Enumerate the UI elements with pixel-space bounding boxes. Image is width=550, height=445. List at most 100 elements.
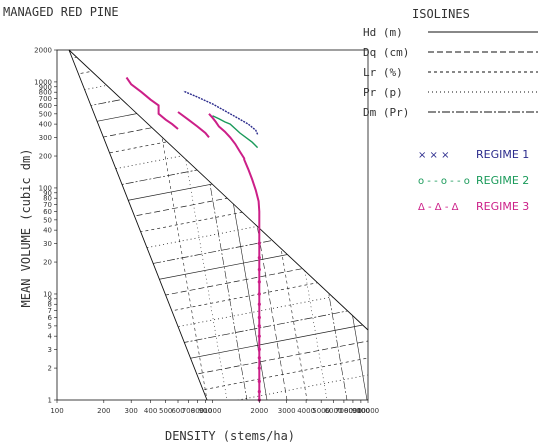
isoline-legend-label: Pr (p) — [363, 86, 403, 99]
series-1 — [183, 90, 259, 135]
series-point — [257, 379, 261, 383]
y-tick-label: 1 — [48, 397, 52, 405]
regime-legend-label: REGIME 3 — [476, 200, 529, 213]
series-point — [257, 334, 261, 338]
y-tick-label: 3 — [48, 346, 52, 354]
regime-legend-marker: × × × — [418, 150, 450, 161]
series-point — [257, 267, 261, 272]
plot-area — [56, 49, 447, 402]
y-tick-label: 60 — [43, 208, 52, 216]
isoline — [69, 102, 368, 164]
y-tick-label: 200 — [39, 153, 52, 161]
isoline — [346, 50, 368, 400]
isoline — [69, 50, 368, 96]
regime-legend-label: REGIME 1 — [476, 148, 529, 161]
chart-title: MANAGED RED PINE — [3, 5, 119, 19]
isoline — [69, 68, 368, 130]
isoline — [69, 187, 368, 249]
isoline-legend-label: Lr (%) — [363, 66, 403, 79]
isoline-legend-label: Dm (Pr) — [363, 106, 409, 119]
y-tick-label: 500 — [39, 110, 52, 118]
y-tick-label: 2000 — [34, 47, 52, 55]
y-tick-label: 10 — [43, 290, 52, 298]
isoline — [69, 170, 368, 232]
series-point — [257, 315, 261, 320]
x-tick-label: 7000 — [335, 407, 353, 415]
isoline — [306, 50, 368, 400]
y-tick-label: 100 — [39, 184, 52, 192]
y-tick-label: 80 — [43, 195, 52, 203]
isoline — [186, 50, 248, 400]
y-tick-label: 30 — [43, 240, 52, 248]
series-point — [257, 280, 261, 284]
y-tick-label: 800 — [39, 89, 52, 97]
isolines-legend: ISOLINES Hd (m) Dq (cm) Lr (%) Pr (p) Dm (Pr… — [363, 7, 538, 119]
x-tick-label: 6000 — [325, 407, 343, 415]
isoline — [69, 238, 368, 300]
y-tick-label: 90 — [43, 189, 52, 197]
regime-legend: × × × REGIME 1 o - - o - - o REGIME 2 Δ - Δ … — [418, 148, 529, 213]
x-tick-label: 1000 — [204, 407, 222, 415]
isoline — [366, 50, 368, 400]
x-tick-label: 500 — [159, 407, 172, 415]
isoline — [69, 136, 368, 198]
series-point — [257, 324, 261, 328]
series-point — [257, 366, 261, 370]
self-thinning-boundary — [68, 49, 369, 401]
isoline — [69, 272, 368, 334]
y-tick-label: 600 — [39, 102, 52, 110]
y-tick-label: 20 — [43, 259, 52, 267]
regime-legend-marker: Δ - Δ - Δ — [418, 202, 459, 213]
y-tick-label: 400 — [39, 121, 52, 129]
isoline — [69, 306, 368, 368]
series-2 — [212, 115, 259, 149]
isoline — [69, 374, 368, 400]
isoline — [387, 50, 447, 400]
isoline — [69, 340, 368, 400]
y-tick-label: 300 — [39, 134, 52, 142]
isoline — [69, 289, 368, 351]
y-tick-label: 700 — [39, 95, 52, 103]
series-point — [257, 241, 261, 245]
x-tick-label: 200 — [97, 407, 110, 415]
x-tick-label: 9000 — [352, 407, 370, 415]
regime-legend-label: REGIME 2 — [476, 174, 529, 187]
y-tick-label: 70 — [43, 201, 52, 209]
y-tick-label: 4 — [48, 333, 53, 341]
isoline — [69, 50, 368, 79]
isoline — [286, 50, 348, 400]
isolines-heading: ISOLINES — [412, 7, 470, 21]
isoline-grid — [69, 50, 447, 400]
series-point — [257, 292, 261, 296]
isoline — [69, 323, 368, 385]
series-point — [257, 390, 261, 394]
series-line — [125, 76, 261, 400]
y-tick-label: 1000 — [34, 78, 52, 86]
x-tick-label: 100 — [50, 407, 63, 415]
y-axis-label: MEAN VOLUME (cubic dm) — [19, 149, 33, 308]
isoline — [246, 50, 308, 400]
x-tick-label: 3000 — [278, 407, 296, 415]
series-line — [212, 115, 259, 149]
x-tick-label: 400 — [144, 407, 157, 415]
x-tick-label: 2000 — [250, 407, 268, 415]
y-tick-label: 9 — [48, 295, 52, 303]
plot-frame — [56, 49, 369, 401]
y-tick-label: 50 — [43, 216, 52, 224]
isoline — [206, 50, 268, 400]
isoline-legend-label: Dq (cm) — [363, 46, 409, 59]
series-3 — [125, 76, 261, 402]
x-tick-label: 5000 — [312, 407, 330, 415]
x-tick-label: 900 — [199, 407, 212, 415]
regime-legend-marker: o - - o - - o — [418, 176, 470, 187]
isoline — [69, 357, 368, 400]
y-tick-label: 8 — [48, 301, 52, 309]
isoline — [226, 50, 288, 400]
y-tick-label: 900 — [39, 83, 52, 91]
x-tick-label: 800 — [191, 407, 204, 415]
isoline — [266, 50, 328, 400]
x-tick-label: 600 — [171, 407, 184, 415]
series-point — [257, 347, 261, 352]
